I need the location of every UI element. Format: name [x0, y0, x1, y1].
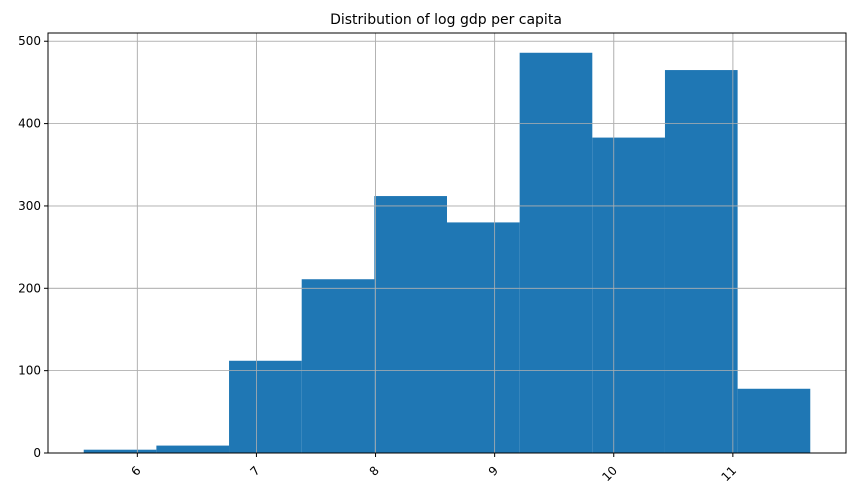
y-tick-label: 100	[18, 364, 41, 378]
axes-frame	[47, 32, 847, 454]
x-tick-label: 9	[486, 463, 501, 478]
grid-overlay	[48, 33, 846, 454]
x-axis: 6 7 8 9 10 11	[128, 453, 739, 484]
histogram-bar	[83, 449, 157, 453]
x-tick-label: 10	[599, 463, 620, 484]
x-tick-label: 6	[128, 463, 143, 478]
histogram-bar	[229, 360, 302, 453]
y-tick-label: 300	[18, 199, 41, 213]
histogram-bar	[737, 388, 811, 453]
y-axis: 0 100 200 300 400 500	[18, 34, 48, 460]
histogram-bar	[592, 137, 665, 453]
histogram-bar	[447, 222, 520, 453]
x-tick-label: 7	[247, 463, 262, 478]
histogram-bar	[301, 279, 375, 453]
y-tick-label: 0	[33, 446, 41, 460]
histogram-bar	[374, 196, 447, 453]
x-tick-label: 11	[718, 463, 739, 484]
y-tick-label: 400	[18, 117, 41, 131]
bars-layer	[83, 52, 811, 453]
y-tick-label: 500	[18, 34, 41, 48]
x-tick-label: 8	[367, 463, 382, 478]
chart-title: Distribution of log gdp per capita	[330, 12, 562, 28]
histogram-bar	[519, 52, 593, 453]
histogram-bar	[156, 445, 230, 453]
y-tick-label: 200	[18, 281, 41, 295]
histogram-bar	[664, 70, 738, 453]
